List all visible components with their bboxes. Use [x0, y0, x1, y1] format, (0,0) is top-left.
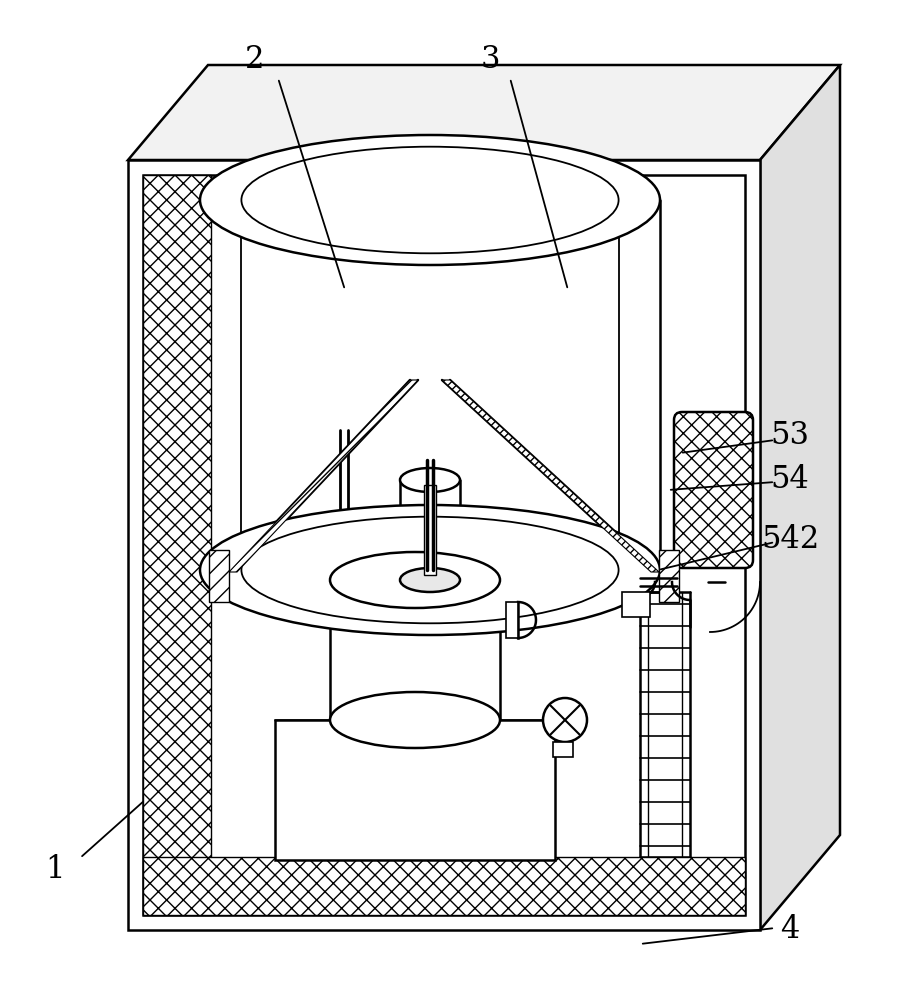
Text: 4: 4 [780, 914, 799, 946]
Polygon shape [659, 550, 679, 602]
Polygon shape [143, 175, 745, 915]
Bar [424, 485, 436, 575]
Polygon shape [128, 160, 760, 930]
FancyBboxPatch shape [674, 412, 753, 568]
Polygon shape [143, 175, 211, 915]
Ellipse shape [400, 568, 460, 592]
Ellipse shape [330, 552, 500, 608]
Polygon shape [229, 380, 418, 572]
Ellipse shape [200, 505, 660, 635]
Ellipse shape [241, 517, 618, 623]
Bar [506, 602, 518, 638]
Bar [622, 592, 650, 617]
Polygon shape [128, 65, 840, 160]
Text: 2: 2 [245, 44, 265, 76]
Text: 3: 3 [481, 44, 500, 76]
Text: 542: 542 [760, 524, 819, 556]
Polygon shape [143, 857, 745, 915]
Ellipse shape [543, 698, 587, 742]
Bar [275, 720, 555, 860]
Text: 53: 53 [770, 420, 809, 450]
Polygon shape [442, 380, 659, 572]
Polygon shape [760, 65, 840, 930]
Ellipse shape [330, 692, 500, 748]
Ellipse shape [241, 147, 618, 253]
Text: 54: 54 [770, 464, 809, 495]
Text: 1: 1 [45, 854, 65, 886]
Bar [553, 742, 573, 757]
Polygon shape [209, 550, 229, 602]
Ellipse shape [200, 135, 660, 265]
Ellipse shape [400, 468, 460, 492]
